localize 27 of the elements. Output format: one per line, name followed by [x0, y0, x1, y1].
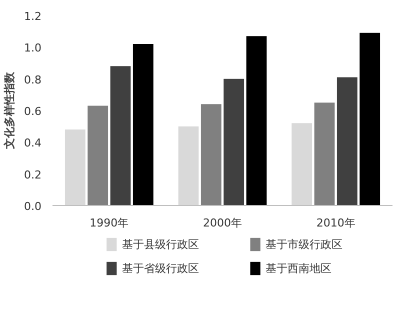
bar [314, 102, 335, 206]
x-tick-label: 1990年 [90, 216, 129, 230]
y-tick-label: 0.6 [24, 105, 42, 118]
bar [292, 123, 312, 206]
bar [110, 66, 131, 206]
x-tick-label: 2000年 [203, 216, 242, 230]
bar [200, 104, 222, 206]
legend-label: 基于市级行政区 [265, 238, 342, 251]
bar [132, 44, 154, 206]
y-tick-label: 0.2 [24, 168, 42, 182]
legend-label: 基于县级行政区 [122, 238, 199, 251]
bar [224, 78, 244, 206]
bar [336, 77, 358, 206]
y-tick-label: 1.2 [24, 10, 42, 23]
bar [178, 126, 199, 206]
legend-label: 基于西南地区 [265, 262, 332, 275]
y-tick-label: 0.8 [24, 73, 42, 86]
x-tick-label: 2010年 [316, 216, 356, 230]
y-tick-label: 0.0 [24, 200, 42, 213]
y-tick-label: 0.4 [24, 136, 42, 150]
y-tick-label: 1.0 [24, 42, 42, 55]
y-axis-title: 文化多样性指数 [3, 71, 16, 150]
legend-label: 基于省级行政区 [122, 262, 199, 275]
bar [64, 130, 86, 206]
bar [360, 32, 380, 206]
bar [88, 106, 108, 206]
bar [246, 36, 267, 206]
